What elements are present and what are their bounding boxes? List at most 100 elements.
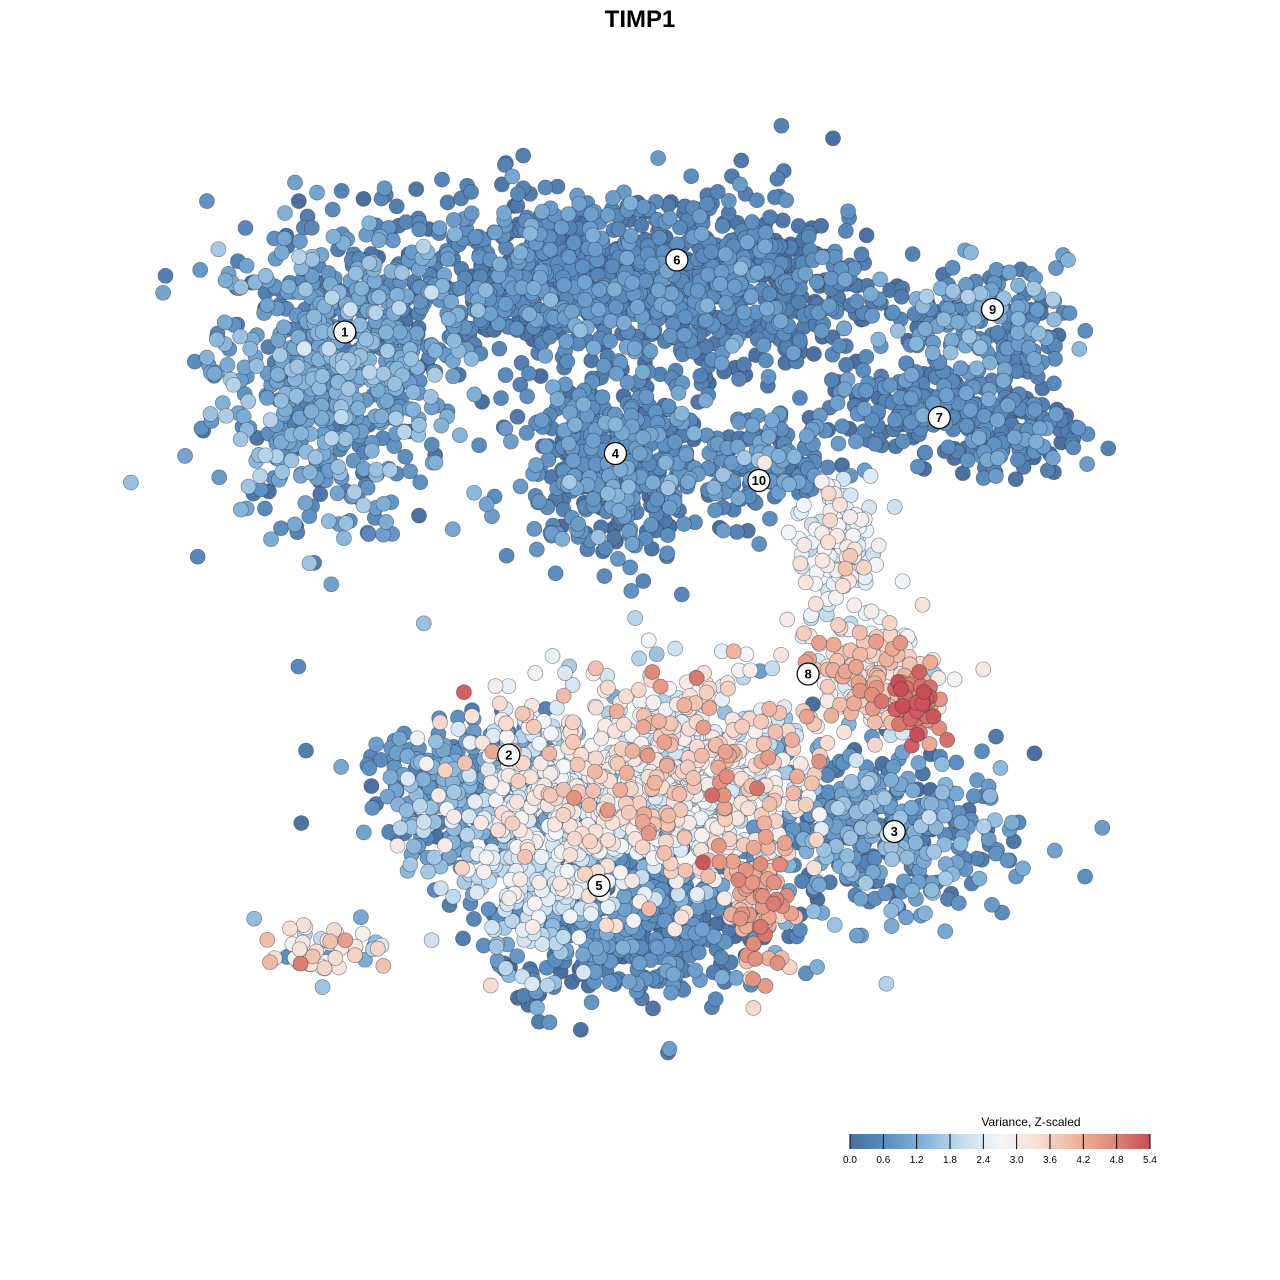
data-point-cluster-6 (445, 212, 462, 228)
data-point-cluster-7 (1048, 406, 1065, 422)
data-point-cluster-6 (487, 224, 503, 241)
data-point-cluster-3 (982, 788, 998, 804)
data-point-cluster-6 (491, 256, 508, 273)
data-point-cluster-10 (705, 479, 722, 496)
data-point-cluster-7 (836, 381, 853, 398)
data-point-cluster-6 (733, 152, 750, 169)
data-point-cluster-3 (974, 743, 990, 760)
data-point-cluster-10 (660, 480, 676, 496)
data-point-cluster-1 (309, 184, 325, 201)
data-point-cluster-10 (715, 467, 731, 483)
data-point-cluster-6 (904, 246, 921, 262)
data-point-cluster-6 (814, 249, 831, 266)
data-point-cluster-8 (862, 468, 879, 484)
data-point-cluster-3 (830, 800, 846, 817)
data-point-cluster-6 (553, 219, 570, 236)
data-point-cluster-4 (561, 474, 578, 490)
data-point-cluster-7 (887, 412, 903, 428)
data-point-cluster-1 (367, 304, 384, 321)
data-point-cluster-4 (620, 478, 637, 495)
data-point-cluster-6 (650, 150, 666, 166)
data-point-cluster-4 (590, 529, 607, 545)
data-point-cluster-6 (670, 385, 687, 401)
data-point-cluster-3 (1026, 745, 1043, 762)
data-point-cluster-2 (689, 886, 706, 902)
data-point-cluster-2 (355, 824, 372, 841)
data-point-cluster-3 (934, 784, 951, 801)
data-point-cluster-1 (301, 555, 318, 572)
data-point-cluster-1 (389, 287, 405, 303)
data-point-cluster-7 (1079, 456, 1095, 472)
data-point-cluster-6 (837, 271, 853, 288)
data-point-cluster-3 (809, 959, 825, 975)
data-point-cluster-3 (852, 890, 869, 907)
data-point-cluster-2 (478, 849, 495, 866)
data-point-cluster-7 (838, 357, 854, 373)
data-point-cluster-2 (382, 769, 399, 786)
data-point-cluster-1 (333, 409, 350, 425)
data-point-cluster-6 (408, 181, 425, 198)
data-point-cluster-3 (1046, 842, 1063, 859)
data-point-cluster-6 (398, 214, 414, 230)
data-point-cluster-5 (562, 908, 579, 925)
data-point-cluster-3 (876, 790, 893, 807)
data-point-cluster-6 (608, 299, 624, 316)
data-point-cluster-4 (512, 478, 529, 495)
data-point-cluster-6 (863, 286, 879, 303)
data-point-cluster-1 (303, 403, 320, 420)
data-point-cluster-6 (463, 205, 480, 222)
scatter-points (123, 117, 1117, 1061)
data-point-cluster-1 (301, 508, 318, 525)
data-point-cluster-9 (1061, 305, 1078, 321)
data-point-cluster-6 (858, 349, 875, 365)
data-point-cluster-5 (541, 1014, 558, 1031)
data-point-cluster-4 (528, 541, 545, 558)
data-point-cluster-3 (948, 754, 965, 771)
data-point-cluster-1 (370, 289, 387, 305)
data-point-cluster-1 (273, 244, 290, 261)
data-point-cluster-6 (439, 251, 456, 268)
data-point-cluster-6 (806, 346, 822, 362)
data-point-cluster-9 (995, 372, 1012, 389)
data-point-cluster-2 (544, 648, 561, 664)
data-point-cluster-9 (949, 314, 966, 330)
data-point-cluster-4 (657, 454, 674, 471)
data-point-cluster-7 (848, 433, 864, 450)
data-point-cluster-3 (883, 772, 899, 788)
data-point-cluster-4 (610, 551, 626, 567)
data-point-cluster-6 (521, 365, 537, 382)
data-point-cluster-5 (455, 930, 471, 947)
data-point-cluster-1 (259, 297, 276, 313)
data-point-cluster-6 (743, 288, 760, 305)
data-point-cluster-6 (534, 203, 551, 220)
data-point-cluster-6 (836, 320, 853, 337)
data-point-cluster-6 (587, 241, 604, 258)
data-point-cluster-5 (713, 949, 730, 966)
data-point-cluster-2 (398, 802, 415, 819)
data-point-cluster-6 (749, 192, 765, 209)
data-point-cluster-6 (837, 223, 854, 239)
data-point-cluster-1 (411, 507, 427, 524)
data-point-cluster-6 (772, 313, 789, 330)
data-point-cluster-2 (432, 880, 449, 897)
data-point-cluster-6 (561, 249, 577, 265)
data-point-cluster-8 (946, 671, 963, 688)
data-point-cluster-7 (894, 433, 911, 450)
data-point-cluster-1 (396, 424, 413, 440)
data-point-cluster-1 (375, 495, 392, 512)
data-point-cluster-1 (199, 349, 215, 366)
data-point-cluster-2 (645, 694, 662, 711)
data-point-cluster-5 (526, 895, 543, 912)
data-point-cluster-6 (504, 168, 521, 185)
data-point-cluster-10 (762, 510, 778, 527)
data-point-cluster-3 (904, 882, 920, 899)
data-point-cluster-2 (399, 770, 416, 787)
data-point-cluster-1 (353, 280, 370, 297)
data-point-cluster-6 (622, 195, 639, 212)
data-point-cluster-4 (661, 499, 678, 516)
data-point-cluster-8 (870, 537, 887, 554)
data-point-cluster-6 (541, 329, 558, 345)
data-point-cluster-1 (361, 255, 378, 271)
data-point-cluster-6 (522, 225, 539, 242)
data-point-cluster-5 (555, 929, 572, 945)
